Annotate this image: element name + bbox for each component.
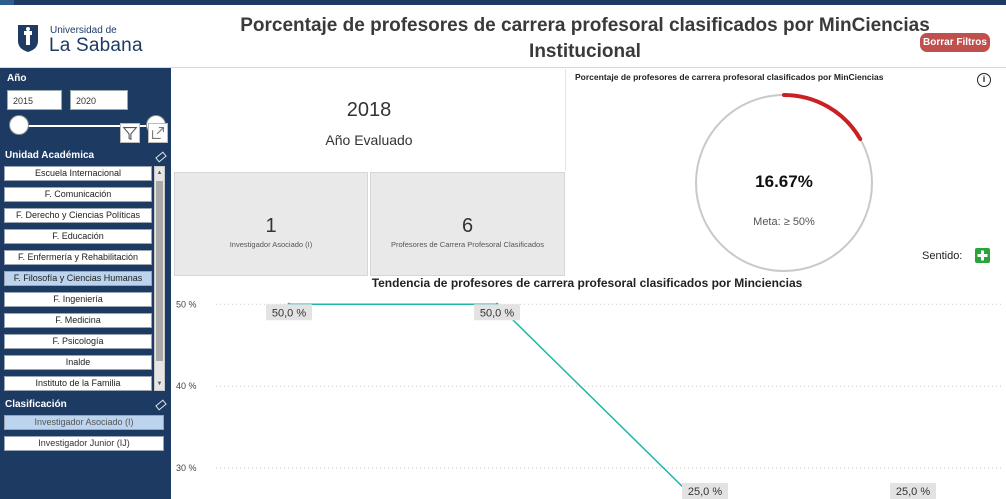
university-crest-icon	[18, 25, 38, 52]
scroll-up-icon[interactable]: ▲	[156, 170, 163, 176]
evaluated-year-caption: Año Evaluado	[325, 132, 413, 148]
year-from-input[interactable]: 2015	[7, 90, 62, 110]
data-label: 50,0 %	[272, 307, 306, 319]
unit-filter-label: Unidad Académica	[5, 150, 95, 161]
data-label-background	[682, 483, 728, 499]
scroll-down-icon[interactable]: ▼	[156, 381, 163, 387]
classified-professors-card: 6 Profesores de Carrera Profesoral Clasi…	[370, 172, 565, 276]
trend-chart-title: Tendencia de profesores de carrera profe…	[371, 276, 803, 290]
page-title: Porcentaje de profesores de carrera prof…	[230, 13, 940, 65]
associate-researcher-card: 1 Investigador Asociado (I)	[174, 172, 368, 276]
y-tick-label: 40 %	[176, 381, 197, 391]
unit-list-scrollbar[interactable]: ▲ ▼	[154, 166, 165, 391]
year-to-input[interactable]: 2020	[70, 90, 128, 110]
top-strip-mark	[0, 0, 14, 5]
filter-icon	[122, 127, 138, 141]
data-label-background	[474, 304, 520, 321]
unit-item[interactable]: Escuela Internacional	[4, 166, 152, 181]
classification-item[interactable]: Investigador Junior (IJ)	[4, 436, 164, 451]
top-strip	[0, 0, 1006, 5]
year-filter-label: Año	[7, 73, 27, 84]
brand-line-2: La Sabana	[49, 35, 143, 56]
unit-list: Escuela Internacional F. Comunicación F.…	[4, 166, 152, 397]
evaluated-year-card: 2018 Año Evaluado	[172, 69, 566, 171]
classified-professors-count: 6	[461, 215, 474, 237]
clear-filters-button[interactable]: Borrar Filtros	[920, 33, 990, 52]
unit-item[interactable]: F. Ingeniería	[4, 292, 152, 307]
trend-chart: 50 % 40 % 30 % 50,0 % 50,0 % 25,0 % 25,0 %	[176, 299, 1002, 499]
gauge-card: Porcentaje de profesores de carrera prof…	[567, 69, 1006, 276]
unit-item[interactable]: F. Medicina	[4, 313, 152, 328]
data-label: 25,0 %	[688, 486, 722, 498]
unit-item-selected[interactable]: F. Filosofía y Ciencias Humanas	[4, 271, 152, 286]
associate-researcher-count: 1	[265, 215, 277, 237]
filter-sidebar: Año 2015 2020 Unidad Académica Escuela I…	[0, 68, 171, 499]
data-label: 25,0 %	[896, 486, 930, 498]
focus-mode-button[interactable]	[148, 123, 168, 143]
info-icon[interactable]: i	[977, 73, 991, 87]
clear-unit-selection-icon[interactable]	[155, 151, 167, 163]
brand-line-1: Universidad de	[50, 25, 117, 36]
associate-researcher-caption: Investigador Asociado (I)	[229, 240, 313, 249]
expand-icon	[152, 127, 164, 139]
page-title-line-1: Porcentaje de profesores de carrera prof…	[240, 15, 930, 36]
unit-item[interactable]: Inalde	[4, 355, 152, 370]
data-label-background	[266, 304, 312, 321]
classified-professors-caption: Profesores de Carrera Profesoral Clasifi…	[391, 240, 544, 249]
unit-item[interactable]: F. Psicología	[4, 334, 152, 349]
direction-label: Sentido:	[922, 250, 963, 262]
university-logo: Universidad de La Sabana	[16, 21, 146, 57]
unit-item[interactable]: F. Educación	[4, 229, 152, 244]
trend-chart-card: Tendencia de profesores de carrera profe…	[172, 276, 1006, 499]
gauge-chart	[695, 93, 873, 272]
plus-icon	[977, 250, 988, 261]
gauge-title: Porcentaje de profesores de carrera prof…	[575, 72, 884, 82]
filter-button[interactable]	[120, 123, 140, 143]
gauge-value-arc	[782, 93, 863, 142]
gauge-value-label: 16.67%	[755, 172, 813, 191]
unit-item[interactable]: F. Enfermería y Rehabilitación	[4, 250, 152, 265]
year-slider-start-handle[interactable]	[9, 115, 29, 135]
evaluated-year-value: 2018	[346, 99, 392, 121]
unit-list-scroll-thumb[interactable]	[156, 181, 163, 361]
clear-classification-icon[interactable]	[155, 399, 167, 411]
page-title-line-2: Institucional	[529, 41, 641, 62]
positive-direction-icon	[975, 248, 990, 263]
y-tick-label: 50 %	[176, 299, 197, 309]
y-tick-label: 30 %	[176, 463, 197, 473]
unit-item[interactable]: Instituto de la Familia	[4, 376, 152, 391]
unit-item[interactable]: F. Comunicación	[4, 187, 152, 202]
unit-item[interactable]: F. Derecho y Ciencias Políticas	[4, 208, 152, 223]
series-line	[289, 303, 697, 499]
report-header: Universidad de La Sabana Porcentaje de p…	[0, 5, 1006, 68]
year-slider-track[interactable]	[18, 125, 156, 127]
data-label-background	[890, 483, 936, 499]
data-label: 50,0 %	[480, 307, 514, 319]
gauge-target-label: Meta: ≥ 50%	[753, 216, 815, 228]
classification-item-selected[interactable]: Investigador Asociado (I)	[4, 415, 164, 430]
classification-filter-label: Clasificación	[5, 399, 67, 410]
